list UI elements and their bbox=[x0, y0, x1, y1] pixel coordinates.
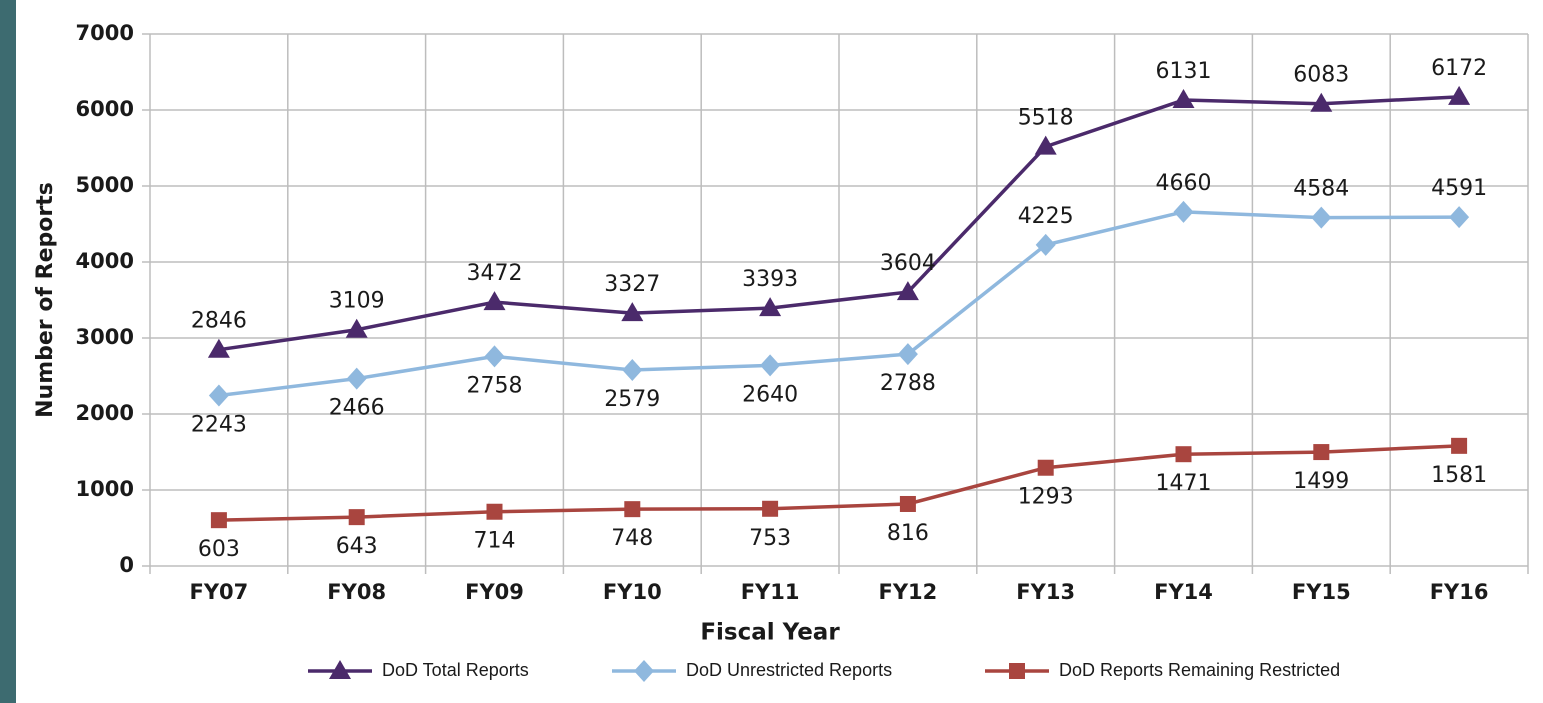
marker bbox=[759, 297, 782, 317]
y-tick-label: 7000 bbox=[76, 21, 134, 45]
y-tick-label: 3000 bbox=[76, 325, 134, 349]
marker bbox=[210, 512, 227, 529]
legend-label: DoD Total Reports bbox=[382, 660, 529, 680]
data-label: 753 bbox=[749, 526, 791, 551]
x-tick-label: FY13 bbox=[1016, 580, 1075, 604]
y-axis-label: Number of Reports bbox=[33, 182, 58, 418]
data-label: 643 bbox=[336, 534, 378, 559]
legend-marker bbox=[329, 660, 351, 679]
marker bbox=[345, 318, 368, 338]
data-label: 4660 bbox=[1156, 171, 1212, 196]
x-tick-label: FY14 bbox=[1154, 580, 1213, 604]
marker bbox=[899, 495, 916, 512]
data-label: 1581 bbox=[1431, 463, 1487, 488]
x-tick-label: FY07 bbox=[190, 580, 249, 604]
series-line bbox=[218, 95, 1460, 352]
data-label: 6172 bbox=[1431, 56, 1487, 81]
marker bbox=[346, 367, 367, 390]
data-label: 2579 bbox=[604, 387, 660, 412]
marker bbox=[1451, 437, 1468, 454]
marker bbox=[1034, 135, 1057, 155]
legend-label: DoD Unrestricted Reports bbox=[686, 660, 892, 680]
data-label: 3604 bbox=[880, 251, 936, 276]
marker bbox=[1173, 200, 1194, 223]
data-label: 3472 bbox=[467, 261, 523, 286]
data-label: 2788 bbox=[880, 371, 936, 396]
data-label: 2640 bbox=[742, 382, 798, 407]
data-label: 6083 bbox=[1293, 63, 1349, 88]
marker bbox=[896, 281, 919, 301]
marker bbox=[1175, 446, 1192, 463]
data-label: 5518 bbox=[1018, 106, 1074, 131]
series-line bbox=[218, 444, 1460, 522]
marker bbox=[897, 343, 918, 366]
x-tick-label: FY10 bbox=[603, 580, 662, 604]
x-tick-label: FY11 bbox=[741, 580, 800, 604]
data-label: 1293 bbox=[1018, 485, 1074, 510]
x-tick-label: FY15 bbox=[1292, 580, 1351, 604]
marker bbox=[1172, 89, 1195, 109]
legend-label: DoD Reports Remaining Restricted bbox=[1059, 660, 1340, 680]
marker bbox=[484, 345, 505, 368]
marker bbox=[762, 500, 779, 517]
marker bbox=[624, 501, 641, 518]
y-tick-label: 5000 bbox=[76, 173, 134, 197]
marker bbox=[1313, 444, 1330, 461]
data-label: 1499 bbox=[1293, 469, 1349, 494]
data-label: 748 bbox=[611, 526, 653, 551]
y-tick-label: 6000 bbox=[76, 97, 134, 121]
marker bbox=[1448, 85, 1471, 105]
x-tick-label: FY16 bbox=[1430, 580, 1489, 604]
marker bbox=[483, 291, 506, 311]
data-label: 816 bbox=[887, 521, 929, 546]
y-tick-label: 2000 bbox=[76, 401, 134, 425]
marker bbox=[1037, 459, 1054, 476]
marker bbox=[1035, 233, 1056, 256]
x-axis-label: Fiscal Year bbox=[700, 620, 840, 646]
marker bbox=[208, 384, 229, 407]
data-label: 2243 bbox=[191, 413, 247, 438]
marker bbox=[1310, 92, 1333, 112]
marker bbox=[1449, 206, 1470, 229]
marker bbox=[622, 358, 643, 381]
legend-marker bbox=[1009, 663, 1025, 679]
marker bbox=[348, 509, 365, 526]
x-tick-label: FY08 bbox=[327, 580, 386, 604]
marker bbox=[1311, 206, 1332, 229]
data-label: 1471 bbox=[1156, 471, 1212, 496]
data-label: 2466 bbox=[329, 396, 385, 421]
marker bbox=[486, 503, 503, 520]
data-label: 603 bbox=[198, 537, 240, 562]
legend-marker bbox=[634, 660, 654, 682]
data-label: 4584 bbox=[1293, 177, 1349, 202]
data-label: 2846 bbox=[191, 309, 247, 334]
y-tick-label: 4000 bbox=[76, 249, 134, 273]
y-tick-label: 1000 bbox=[76, 477, 134, 501]
data-label: 4591 bbox=[1431, 176, 1487, 201]
data-label: 2758 bbox=[467, 373, 523, 398]
marker bbox=[207, 338, 230, 358]
data-label: 4225 bbox=[1018, 204, 1074, 229]
marker bbox=[621, 302, 644, 322]
marker bbox=[760, 354, 781, 377]
y-tick-label: 0 bbox=[119, 553, 134, 577]
series-line bbox=[218, 210, 1460, 398]
data-label: 3109 bbox=[329, 289, 385, 314]
data-label: 6131 bbox=[1156, 59, 1212, 84]
x-tick-label: FY09 bbox=[465, 580, 524, 604]
data-label: 714 bbox=[474, 529, 516, 554]
side-strip bbox=[0, 0, 16, 703]
data-label: 3393 bbox=[742, 267, 798, 292]
data-label: 3327 bbox=[604, 272, 660, 297]
x-tick-label: FY12 bbox=[879, 580, 938, 604]
